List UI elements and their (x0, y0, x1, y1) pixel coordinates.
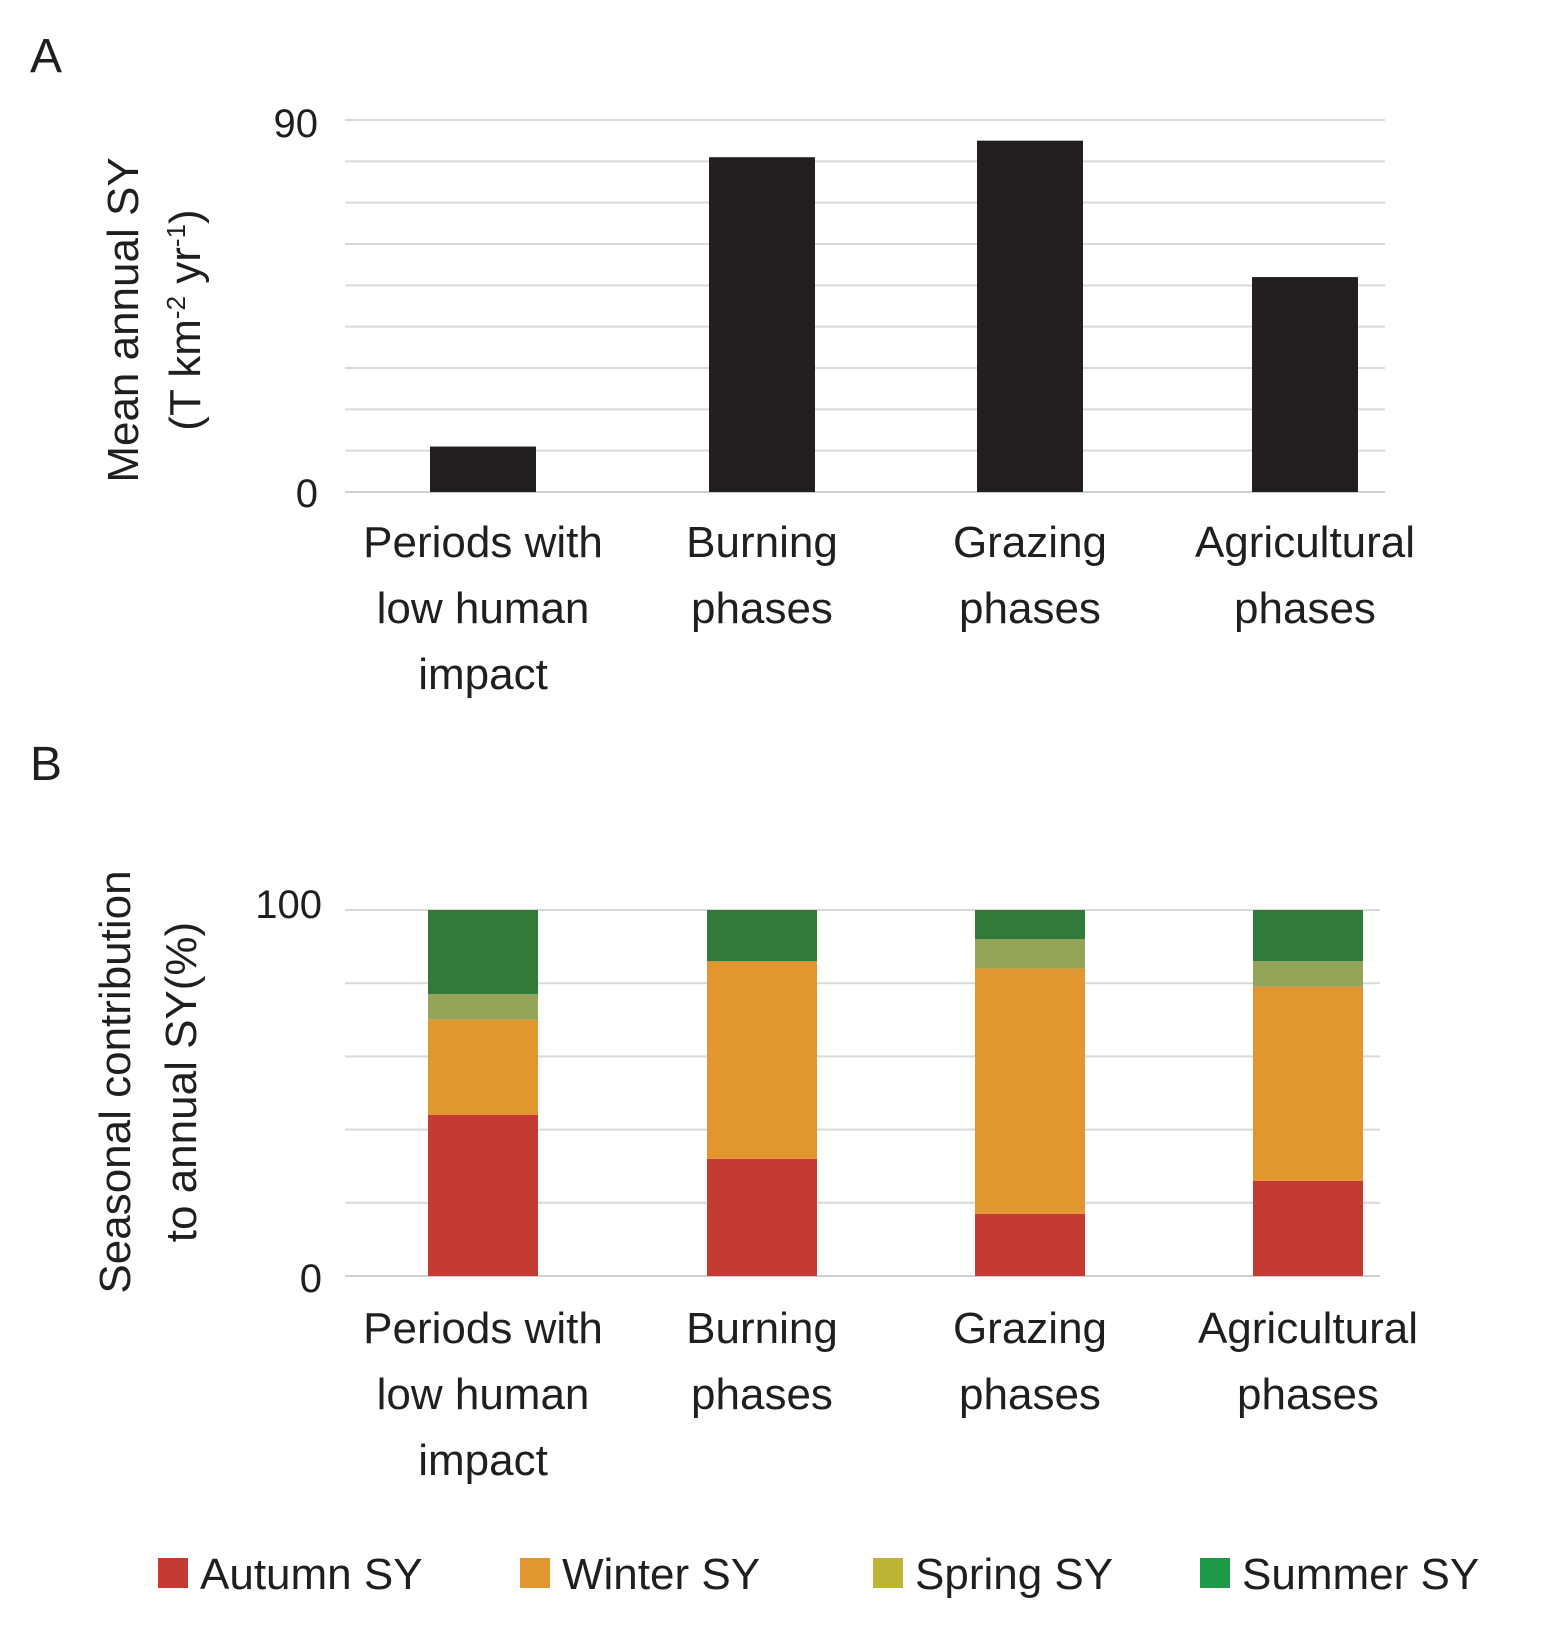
panel-b-category-label: phases (1237, 1370, 1379, 1419)
panel-a-gridlines (345, 119, 1385, 452)
panel-a-bars (430, 140, 1358, 492)
panel-b-category-labels: Periods with low human impact Burning phases… (363, 1304, 1418, 1485)
panel-b-segment (1253, 910, 1363, 962)
panel-a-category-label: low human (377, 584, 590, 633)
panel-a-category-labels: Periods with low human impact Burning phases… (363, 518, 1415, 699)
panel-a-category-label: impact (418, 650, 548, 699)
panel-b-segment (1253, 1180, 1363, 1276)
legend-swatch (873, 1558, 903, 1588)
panel-a-category-label: phases (1234, 584, 1376, 633)
panel-a-label: A (30, 30, 62, 83)
panel-a-category-label: phases (691, 584, 833, 633)
panel-b-segment (707, 1158, 817, 1276)
panel-b-y-tick-max: 100 (255, 883, 322, 927)
panel-a-y-tick-max: 90 (274, 102, 319, 146)
panel-b-segment (975, 939, 1085, 969)
panel-b-category-label: phases (959, 1370, 1101, 1419)
panel-b-segment (1253, 986, 1363, 1181)
panel-a-y-tick-min: 0 (296, 472, 318, 516)
panel-a-category-label: Burning (686, 518, 838, 567)
panel-b-category-label: Agricultural (1198, 1304, 1418, 1353)
legend-label: Summer SY (1242, 1550, 1479, 1599)
panel-a-category-label: Agricultural (1195, 518, 1415, 567)
panel-a-bar (709, 157, 815, 492)
panel-a-category-label: Grazing (953, 518, 1107, 567)
panel-b-segment (428, 994, 538, 1020)
panel-b-segment (975, 1213, 1085, 1276)
panel-b-segment (428, 1114, 538, 1276)
legend-swatch (520, 1558, 550, 1588)
panel-b: B Seasonal contribution to annual SY(%) … (30, 738, 1418, 1485)
panel-a-y-axis-label-line1: Mean annual SY (99, 157, 148, 482)
panel-b-category-label: Burning (686, 1304, 838, 1353)
panel-b-segment (707, 961, 817, 1159)
panel-a-y-axis-label-line2: (T km-2 yr-1) (161, 209, 210, 430)
legend-label: Winter SY (562, 1550, 760, 1599)
panel-b-category-label: Periods with (363, 1304, 603, 1353)
panel-b-segment (975, 910, 1085, 940)
panel-b-y-axis-label-line2: to annual SY(%) (157, 922, 206, 1242)
panel-b-segment (428, 910, 538, 995)
panel-a-category-label: phases (959, 584, 1101, 633)
legend-swatch (158, 1558, 188, 1588)
panel-a-bar (977, 140, 1083, 492)
panel-b-segment (1253, 961, 1363, 987)
legend-swatch (1200, 1558, 1230, 1588)
panel-b-segment (707, 910, 817, 962)
panel-a-bar (1252, 277, 1358, 492)
panel-a-category-label: Periods with (363, 518, 603, 567)
panel-b-category-label: low human (377, 1370, 590, 1419)
legend-label: Autumn SY (200, 1550, 423, 1599)
panel-a-bar (430, 446, 536, 492)
legend-label: Spring SY (915, 1550, 1113, 1599)
panel-b-segment (975, 968, 1085, 1214)
panel-b-segment (428, 1019, 538, 1115)
panel-b-category-label: Grazing (953, 1304, 1107, 1353)
panel-b-category-label: phases (691, 1370, 833, 1419)
legend: Autumn SY Winter SY Spring SY Summer SY (158, 1550, 1479, 1599)
panel-b-stacked-bars (428, 910, 1363, 1276)
panel-b-y-tick-min: 0 (300, 1257, 322, 1301)
panel-b-y-axis-label-line1: Seasonal contribution (91, 870, 140, 1293)
panel-a: A Mean annual SY (T km-2 yr-1) 90 0 Peri… (30, 30, 1415, 699)
panel-b-category-label: impact (418, 1436, 548, 1485)
panel-b-label: B (30, 738, 62, 791)
